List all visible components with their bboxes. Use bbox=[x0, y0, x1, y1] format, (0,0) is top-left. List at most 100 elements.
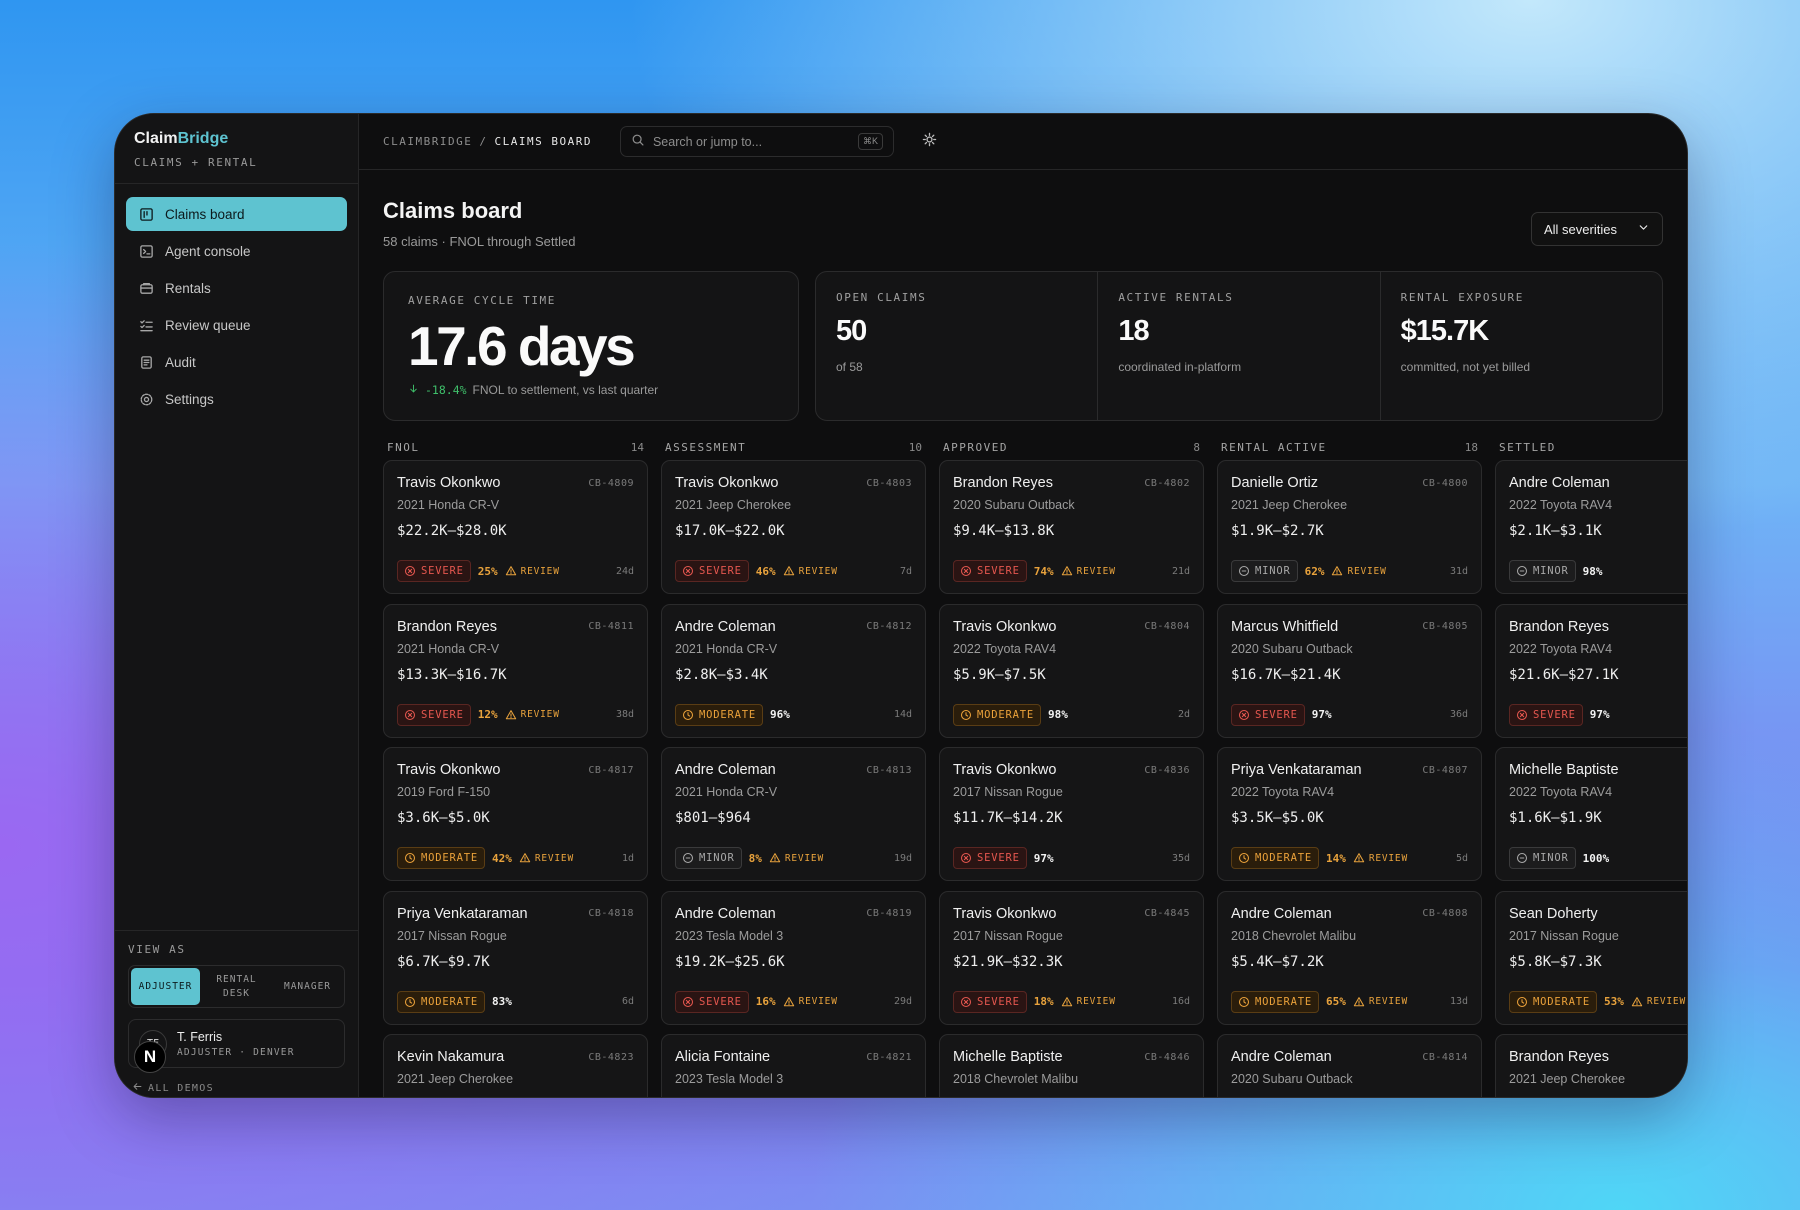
icon-part bbox=[1241, 712, 1247, 717]
nav-item[interactable]: Review queue bbox=[126, 308, 347, 342]
icon bbox=[922, 132, 937, 146]
nav-item[interactable]: Rentals bbox=[126, 271, 347, 305]
back-link[interactable]: ALL DEMOS bbox=[132, 1079, 358, 1097]
estimate-range: $5.9K–$7.5K bbox=[953, 666, 1046, 683]
severity: MODERATE bbox=[1255, 852, 1312, 864]
icon-part bbox=[1332, 566, 1343, 576]
claim-card[interactable]: Andre Coleman CB-4812 2021 Honda CR-V $2.8K… bbox=[661, 603, 926, 738]
card-foot: SEVERE 97% 36d bbox=[1231, 703, 1468, 726]
severity-badge: MODERATE bbox=[953, 703, 1041, 726]
review-flag: REVIEW bbox=[783, 565, 838, 577]
stat-label: OPEN CLAIMS bbox=[836, 291, 927, 304]
claim-card[interactable]: Brandon Reyes 2021 Jeep Cherokee bbox=[1495, 1034, 1687, 1097]
view-option[interactable]: MANAGER bbox=[283, 980, 332, 992]
vehicle: 2017 Nissan Rogue bbox=[953, 785, 1063, 799]
search[interactable]: Search or jump to... ⌘K bbox=[619, 126, 894, 157]
confidence: 12% bbox=[477, 708, 498, 721]
claim-card[interactable]: Andre Coleman CB-4819 2023 Tesla Model 3 $1… bbox=[661, 890, 926, 1025]
theme-toggle[interactable] bbox=[922, 132, 937, 152]
claimant: Travis Okonkwo bbox=[953, 905, 1057, 922]
icon bbox=[404, 852, 416, 864]
chevron-slot bbox=[1637, 221, 1650, 237]
confidence: 100% bbox=[1582, 851, 1610, 865]
card-top: Brandon Reyes CB-4811 bbox=[397, 617, 634, 637]
claim-card[interactable]: Travis Okonkwo CB-4809 2021 Honda CR-V $22.… bbox=[383, 460, 648, 594]
claimant: Kevin Nakamura bbox=[397, 1049, 505, 1065]
nav-item[interactable]: Agent console bbox=[126, 234, 347, 268]
review-text: REVIEW bbox=[1076, 565, 1116, 577]
claim-card[interactable]: Alicia Fontaine CB-4821 2023 Tesla Model 3 bbox=[661, 1034, 926, 1097]
claim-card[interactable]: Travis Okonkwo CB-4836 2017 Nissan Rogue $1… bbox=[939, 747, 1204, 881]
card-foot: MODERATE 83% 6d bbox=[397, 990, 634, 1013]
claim-card[interactable]: Brandon Reyes 2022 Toyota RAV4 $21.6K–$27.… bbox=[1495, 603, 1687, 738]
nav-item[interactable]: Claims board bbox=[126, 197, 347, 231]
review-flag: REVIEW bbox=[1061, 565, 1116, 577]
claim-card[interactable]: Sean Doherty 2017 Nissan Rogue $5.8K–$7.3K… bbox=[1495, 890, 1687, 1025]
vehicle: 2017 Nissan Rogue bbox=[953, 928, 1063, 943]
severity: SEVERE bbox=[977, 565, 1020, 577]
main: CLAIMBRIDGE / CLAIMS BOARD Search or jump … bbox=[359, 114, 1687, 1097]
icon-part bbox=[1516, 565, 1528, 577]
crumb-root[interactable]: CLAIMBRIDGE bbox=[383, 135, 473, 148]
severity-badge: MODERATE bbox=[1231, 990, 1319, 1013]
estimate-range: $21.6K–$27.1K bbox=[1509, 666, 1619, 683]
card-foot: MODERATE 42% REVIEW 1d bbox=[397, 847, 634, 869]
vehicle: 2020 Subaru Outback bbox=[1231, 1072, 1353, 1086]
severity: SEVERE bbox=[1533, 708, 1576, 721]
icon-part bbox=[409, 998, 413, 1004]
claim-card[interactable]: Priya Venkataraman CB-4807 2022 Toyota RAV… bbox=[1217, 747, 1482, 881]
dev-badge[interactable]: N bbox=[134, 1041, 166, 1073]
claim-id: CB-4800 bbox=[1422, 477, 1468, 489]
estimate-range: $5.8K–$7.3K bbox=[1509, 953, 1602, 970]
claim-card[interactable]: Andre Coleman CB-4813 2021 Honda CR-V $801–… bbox=[661, 747, 926, 881]
claim-card[interactable]: Kevin Nakamura CB-4823 2021 Jeep Cherokee bbox=[383, 1034, 648, 1097]
claim-card[interactable]: Brandon Reyes CB-4802 2020 Subaru Outback $… bbox=[939, 460, 1204, 594]
icon-part bbox=[404, 852, 416, 864]
claim-card[interactable]: Andre Coleman CB-4808 2018 Chevrolet Malib… bbox=[1217, 890, 1482, 1025]
claim-card[interactable]: Andre Coleman CB-4814 2020 Subaru Outback bbox=[1217, 1034, 1482, 1097]
claimant: Brandon Reyes bbox=[953, 475, 1053, 491]
column-name: ASSESSMENT bbox=[665, 441, 747, 454]
claim-card[interactable]: Travis Okonkwo CB-4803 2021 Jeep Cherokee $… bbox=[661, 460, 926, 594]
column-count: 14 bbox=[630, 441, 644, 454]
column-header: FNOL 14 bbox=[383, 441, 648, 460]
icon bbox=[404, 565, 416, 577]
severity-filter[interactable]: All severities bbox=[1531, 212, 1663, 246]
claim-card[interactable]: Travis Okonkwo CB-4804 2022 Toyota RAV4 $5.… bbox=[939, 603, 1204, 738]
card-top: Travis Okonkwo CB-4817 bbox=[397, 760, 634, 780]
severity-badge: SEVERE bbox=[397, 703, 471, 726]
kpi-label: AVERAGE CYCLE TIME bbox=[408, 294, 557, 307]
nav-item[interactable]: Settings bbox=[126, 382, 347, 416]
icon-part bbox=[143, 210, 148, 218]
column-count: 8 bbox=[1193, 441, 1200, 454]
view-option[interactable]: RENTAL DESK bbox=[216, 973, 257, 999]
severity: SEVERE bbox=[421, 565, 464, 577]
user-card[interactable]: TF T. Ferris ADJUSTER · DENVER bbox=[128, 1019, 345, 1068]
estimate-range: $2.8K–$3.4K bbox=[675, 666, 768, 683]
icon bbox=[404, 709, 416, 720]
icon-part bbox=[769, 853, 781, 863]
severity: MINOR bbox=[1533, 852, 1569, 864]
severity: SEVERE bbox=[1255, 708, 1298, 721]
claim-card[interactable]: Michelle Baptiste CB-4846 2018 Chevrolet M… bbox=[939, 1034, 1204, 1097]
claim-card[interactable]: Andre Coleman 2022 Toyota RAV4 $2.1K–$3.1K… bbox=[1495, 460, 1687, 594]
app-window: ClaimBridge CLAIMS + RENTAL Claims board… bbox=[114, 113, 1688, 1098]
claim-card[interactable]: Danielle Ortiz CB-4800 2021 Jeep Cherokee $… bbox=[1217, 460, 1482, 594]
card-foot: SEVERE 18% REVIEW 16d bbox=[953, 990, 1190, 1013]
claim-card[interactable]: Travis Okonkwo CB-4845 2017 Nissan Rogue $2… bbox=[939, 890, 1204, 1025]
claim-card[interactable]: Travis Okonkwo CB-4817 2019 Ford F-150 $3.6… bbox=[383, 747, 648, 881]
claim-card[interactable]: Priya Venkataraman CB-4818 2017 Nissan Rog… bbox=[383, 890, 648, 1025]
nav-item[interactable]: Audit bbox=[126, 345, 347, 379]
vehicle: 2022 Toyota RAV4 bbox=[953, 641, 1057, 656]
view-option[interactable]: ADJUSTER bbox=[131, 968, 200, 1005]
claim-card[interactable]: Michelle Baptiste 2022 Toyota RAV4 $1.6K–$… bbox=[1495, 747, 1687, 881]
card-foot: MODERATE 98% 2d bbox=[953, 703, 1190, 726]
column-header: RENTAL ACTIVE 18 bbox=[1217, 441, 1482, 460]
vehicle: 2021 Honda CR-V bbox=[675, 641, 778, 656]
filter-text: All severities bbox=[1544, 221, 1617, 237]
review-flag: REVIEW bbox=[1353, 852, 1408, 864]
card-top: Travis Okonkwo CB-4809 bbox=[397, 473, 634, 493]
claim-card[interactable]: Brandon Reyes CB-4811 2021 Honda CR-V $13.3… bbox=[383, 603, 648, 738]
claim-card[interactable]: Marcus Whitfield CB-4805 2020 Subaru Outba… bbox=[1217, 603, 1482, 738]
estimate-range: $3.5K–$5.0K bbox=[1231, 810, 1324, 826]
